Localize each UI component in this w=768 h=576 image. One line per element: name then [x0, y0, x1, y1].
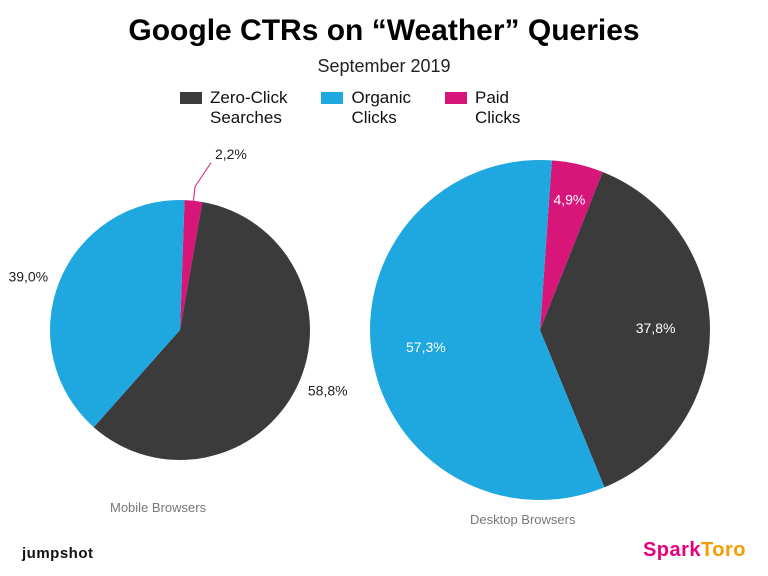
pie-mobile-label-organic: 39,0%: [8, 268, 48, 284]
caption-desktop: Desktop Browsers: [470, 512, 575, 527]
pies-svg: 2,2% 58,8% 39,0% 4,9% 37,8% 57,3%: [0, 0, 768, 576]
pie-desktop-label-paid: 4,9%: [553, 191, 585, 207]
chart-canvas: Google CTRs on “Weather” Queries Septemb…: [0, 0, 768, 576]
pie-desktop-label-organic: 57,3%: [406, 339, 446, 355]
pie-mobile-leader-paid: [193, 163, 210, 201]
logo-part-b: Toro: [701, 539, 746, 561]
logo-sparktoro: SparkToro: [643, 539, 746, 562]
logo-jumpshot: jumpshot: [22, 545, 94, 562]
pie-desktop-label-zero: 37,8%: [636, 320, 676, 336]
pie-mobile-label-zero: 58,8%: [308, 383, 348, 399]
logo-part-a: Spark: [643, 539, 701, 561]
pie-mobile-label-paid: 2,2%: [215, 146, 247, 162]
caption-mobile: Mobile Browsers: [110, 500, 206, 515]
